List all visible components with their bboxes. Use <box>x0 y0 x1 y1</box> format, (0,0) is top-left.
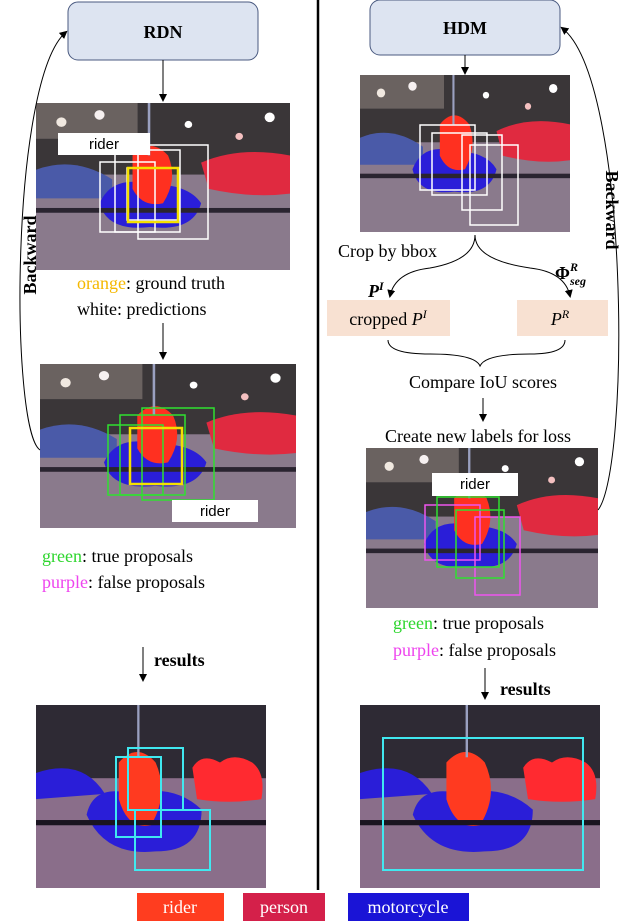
text-part: green <box>393 613 433 633</box>
image <box>36 705 266 888</box>
text-part: : ground truth <box>126 273 225 293</box>
text-part: R <box>569 260 578 274</box>
image <box>36 103 290 270</box>
text-part: white <box>77 299 117 319</box>
legend-label: rider <box>163 897 197 917</box>
legend-text: white: predictions <box>77 299 206 319</box>
results: results <box>500 679 551 699</box>
legend-text: green: true proposals <box>393 613 544 633</box>
create: Create new labels for loss <box>385 426 571 446</box>
text-part: : false proposals <box>439 640 556 660</box>
text-part: P <box>411 309 423 329</box>
text-part: : true proposals <box>433 613 544 633</box>
legend-text: orange: ground truth <box>77 273 225 293</box>
text-part: : predictions <box>117 299 206 319</box>
text-part: purple <box>393 640 439 660</box>
label: rider <box>460 476 490 493</box>
text-part: I <box>378 279 385 293</box>
backward: Backward <box>602 170 622 249</box>
legend-text: green: true proposals <box>42 546 193 566</box>
text-part: R <box>561 307 570 321</box>
text-part: orange <box>77 273 126 293</box>
text-part: : false proposals <box>88 572 205 592</box>
brace <box>388 340 565 366</box>
label: rider <box>89 136 119 153</box>
text-part: seg <box>569 274 586 288</box>
text-part: : true proposals <box>82 546 193 566</box>
legend-text: purple: false proposals <box>42 572 205 592</box>
text-part: P <box>550 309 562 329</box>
compare: Compare IoU scores <box>409 372 557 392</box>
legend-label: person <box>260 897 308 917</box>
branch-label: PI <box>367 279 385 301</box>
cropped-label: cropped PI <box>349 307 427 329</box>
image <box>360 705 600 888</box>
legend-text: purple: false proposals <box>393 640 556 660</box>
crop: Crop by bbox <box>338 241 437 261</box>
text-part: cropped <box>349 309 411 329</box>
hdm-title: HDM <box>443 18 487 38</box>
rdn-title: RDN <box>144 22 183 42</box>
text-part: Φ <box>555 263 570 283</box>
image <box>366 448 598 608</box>
text-part: purple <box>42 572 88 592</box>
backward: Backward <box>20 215 40 294</box>
legend-label: motorcycle <box>368 897 449 917</box>
label: rider <box>200 503 230 520</box>
image <box>360 75 570 232</box>
diagram: RDN rider orange: ground truth white: pr… <box>0 0 634 924</box>
text-part: green <box>42 546 82 566</box>
results: results <box>154 650 205 670</box>
